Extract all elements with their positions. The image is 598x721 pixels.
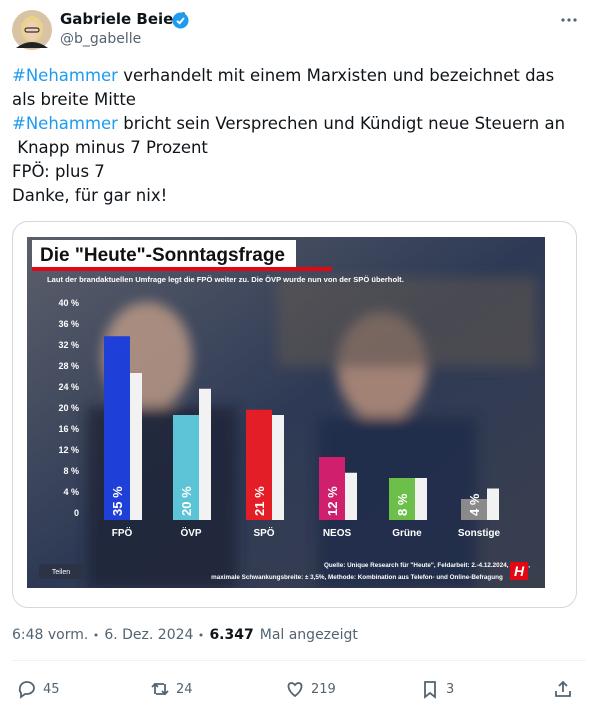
bar-previous (415, 478, 427, 520)
value-label: 12 % (325, 486, 340, 516)
x-tick-label: FPÖ (112, 526, 133, 539)
more-button[interactable] (560, 14, 578, 26)
bookmark-icon (424, 681, 436, 699)
view-count: 6.347 (209, 627, 254, 643)
separator (199, 633, 203, 637)
bar-previous (130, 373, 142, 520)
title-underline (32, 267, 332, 271)
chart-title: Die "Heute"-Sonntagsfrage (40, 245, 285, 266)
tweet-line: FPÖ: plus 7 (12, 162, 105, 181)
tweet-meta: 6:48 vorm. 6. Dez. 2024 6.347 Mal angeze… (12, 627, 358, 643)
plot: 0 4 % 8 % 12 % 16 % 20 % 24 % 28 % 32 % 36 % 40 % 3… (58, 298, 500, 539)
share-tweet-button[interactable] (553, 679, 573, 699)
bar (389, 478, 415, 520)
y-tick-label: 36 % (58, 319, 79, 329)
tweet-line: Danke, für gar nix! (12, 186, 168, 205)
tweet-paragraph: FPÖ: plus 7 (12, 160, 577, 184)
repost-count: 24 (176, 681, 193, 697)
value-label: 4 % (467, 493, 482, 516)
repost-icon (151, 682, 169, 696)
verified-badge (172, 12, 189, 29)
y-tick-label: 28 % (58, 361, 79, 371)
x-tick-label: ÖVP (180, 526, 201, 539)
y-tick-label: 8 % (63, 466, 79, 476)
view-label: Mal angezeigt (259, 627, 358, 643)
share-button[interactable] (39, 564, 83, 579)
reply-icon (18, 681, 35, 699)
bar-previous (272, 415, 284, 520)
x-tick-label: Sonstige (458, 528, 501, 539)
separator (94, 633, 98, 637)
like-button[interactable]: 219 (285, 679, 336, 699)
tweet-line: Knapp minus 7 Prozent (12, 138, 208, 157)
value-label: 21 % (252, 486, 267, 516)
y-tick-label: 0 (74, 508, 79, 518)
bar-previous (487, 488, 499, 520)
repost-button[interactable]: 24 (150, 679, 193, 699)
source-line: maximale Schwankungsbreite: ± 3,5%, Meth… (211, 574, 503, 581)
share-label[interactable]: Teilen (52, 569, 70, 576)
like-count: 219 (311, 681, 336, 697)
reply-button[interactable]: 45 (17, 679, 60, 699)
title-box (32, 240, 296, 268)
x-tick-label: NEOS (323, 528, 352, 539)
logo-text: H (514, 563, 525, 579)
tweet-paragraph: Danke, für gar nix! (12, 184, 577, 208)
share-icon (555, 680, 571, 697)
y-tick-label: 12 % (58, 445, 79, 455)
like-icon (287, 682, 303, 698)
divider (12, 660, 586, 661)
bar (461, 499, 487, 520)
chart-image[interactable]: Die "Heute"-Sonntagsfrage Laut der brand… (27, 237, 545, 588)
bar (104, 336, 130, 520)
y-tick-label: 20 % (58, 403, 79, 413)
tweet-paragraph: #Nehammer verhandelt mit einem Marxisten… (12, 64, 577, 112)
hashtag[interactable]: #Nehammer (12, 114, 118, 133)
hashtag[interactable]: #Nehammer (12, 66, 118, 85)
tweet-paragraph: #Nehammer bricht sein Versprechen und Kü… (12, 112, 577, 136)
y-tick-label: 40 % (58, 298, 79, 308)
y-tick-label: 16 % (58, 424, 79, 434)
value-label: 35 % (110, 486, 125, 516)
tweet-line: bricht sein Versprechen und Kündigt neue… (117, 114, 566, 133)
bookmark-count: 3 (446, 681, 455, 697)
media-card[interactable] (12, 221, 577, 608)
bar (319, 457, 345, 520)
y-tick-label: 32 % (58, 340, 79, 350)
x-tick-label: Grüne (392, 528, 422, 539)
value-label: 8 % (395, 493, 410, 516)
reply-count: 45 (43, 681, 60, 697)
tweet-paragraph: Knapp minus 7 Prozent (12, 136, 577, 160)
bar-previous (199, 388, 211, 520)
bar (246, 409, 272, 520)
avatar[interactable] (12, 10, 52, 50)
chart-subtitle: Laut der brandaktuellen Umfrage legt die… (47, 275, 404, 284)
source-line: Quelle: Unique Research für "Heute", Fel… (324, 562, 530, 569)
value-label: 20 % (179, 486, 194, 516)
author-name[interactable]: Gabriele Beierl (60, 10, 186, 28)
bar (173, 415, 199, 520)
tweet-line: verhandelt mit einem Marxisten und bezei… (12, 66, 560, 109)
tweet-text: #Nehammer verhandelt mit einem Marxisten… (12, 64, 577, 208)
bar-previous (345, 472, 357, 520)
author-handle[interactable]: @b_gabelle (60, 31, 142, 47)
y-tick-label: 24 % (58, 382, 79, 392)
y-tick-label: 4 % (63, 487, 79, 497)
date[interactable]: 6. Dez. 2024 (104, 627, 194, 643)
time[interactable]: 6:48 vorm. (12, 627, 89, 643)
x-tick-label: SPÖ (253, 526, 274, 539)
bookmark-button[interactable]: 3 (420, 679, 454, 699)
logo (510, 562, 528, 580)
